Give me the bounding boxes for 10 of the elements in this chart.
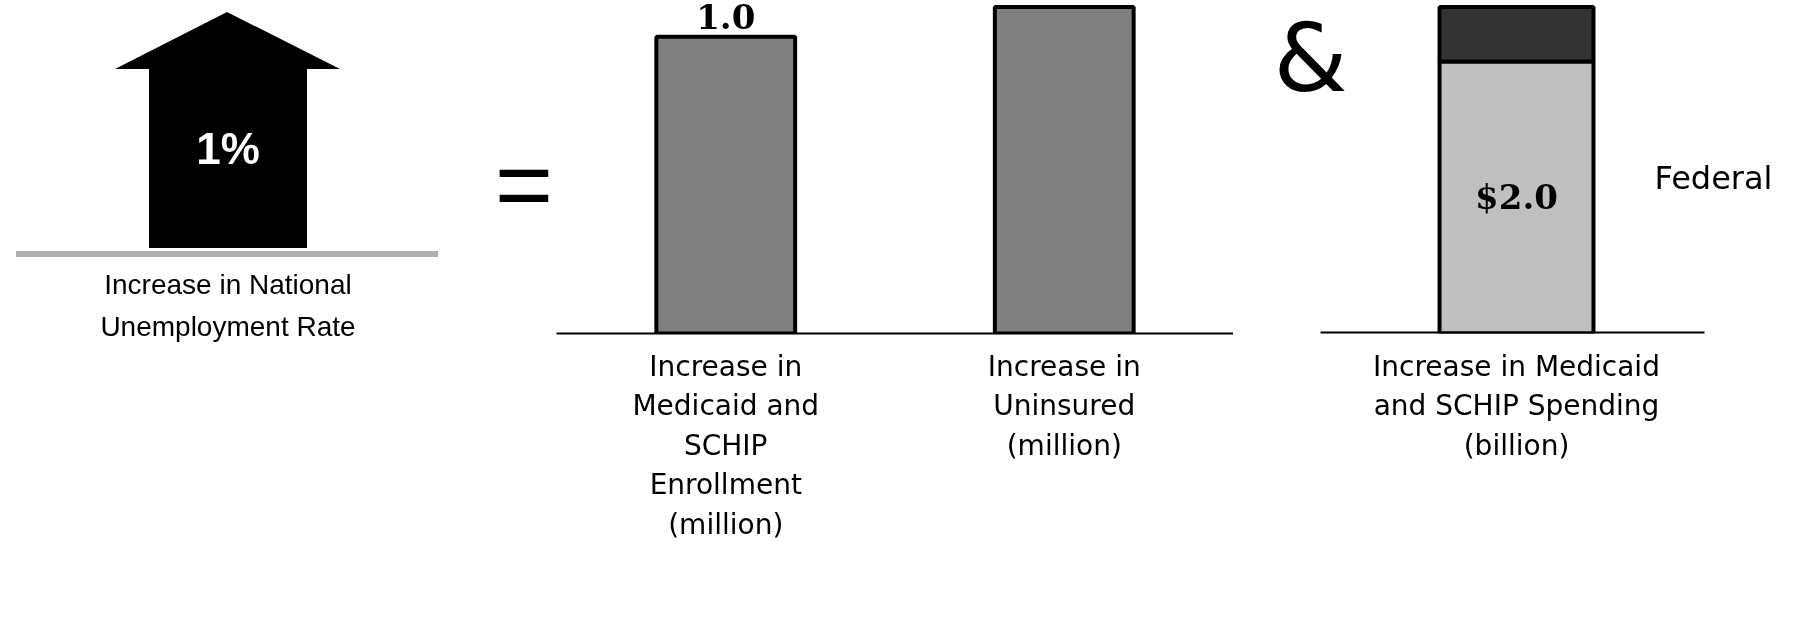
x-tick-label: Increase in Medicaid and SCHIP Enrollment (million) [632, 349, 820, 541]
x-tick-label: Increase in Uninsured (million) [987, 349, 1141, 462]
data-label: $2.0 [1475, 177, 1558, 218]
text: = [494, 128, 554, 240]
data-label: 1.0 [696, 0, 756, 37]
series-label: Federal [1654, 159, 1773, 198]
text: & [1273, 2, 1348, 113]
text: Increase in National Unemployment Rate [100, 269, 356, 343]
text: 1% [196, 123, 260, 173]
x-tick-label: Increase in Medicaid and SCHIP Spending (billion) [1373, 349, 1660, 462]
